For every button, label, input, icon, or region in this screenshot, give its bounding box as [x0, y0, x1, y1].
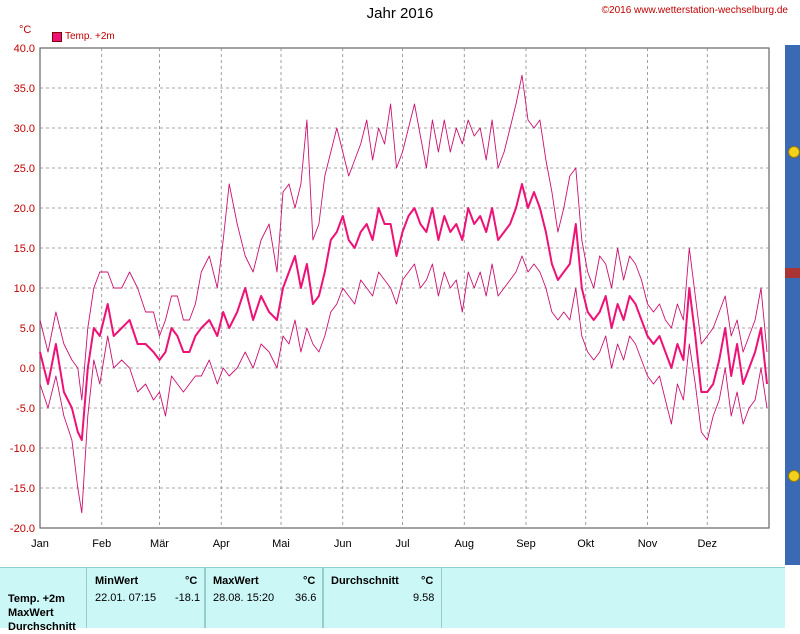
max-column: MaxWert °C 28.08. 15:20 36.6 — [204, 568, 324, 628]
x-tick-label: Aug — [454, 538, 474, 550]
min-unit: °C — [185, 575, 198, 587]
x-tick-label: Dez — [697, 538, 717, 550]
x-tick-labels: Jan Feb Mär Apr Mai Jun Jul Aug Sep Okt Nov Dez — [31, 538, 717, 550]
background-window-icon — [788, 470, 800, 482]
x-tick-label: Jul — [395, 538, 409, 550]
copyright-link[interactable]: ©2016 www.wetterstation-wechselburg.de — [601, 5, 788, 16]
chart-title: Jahr 2016 — [366, 5, 434, 22]
stats-row-labels: Temp. +2m MaxWert Durchschnitt — [8, 592, 76, 634]
y-tick-label: 0.0 — [20, 363, 35, 375]
max-datetime: 28.08. 15:20 — [213, 592, 275, 604]
y-tick-labels: 40.0 35.0 30.0 25.0 20.0 15.0 10.0 5.0 0.0 -5.0 -1… — [10, 43, 35, 535]
x-tick-label: Sep — [516, 538, 536, 550]
row-label-avg: Durchschnitt — [8, 621, 76, 633]
avg-header: Durchschnitt — [331, 575, 399, 587]
y-tick-label: 25.0 — [14, 163, 35, 175]
y-tick-label: 5.0 — [20, 323, 35, 335]
x-tick-label: Apr — [213, 538, 230, 550]
background-window-edge — [785, 45, 800, 565]
series-line-max — [39, 74, 768, 401]
y-tick-label: -5.0 — [16, 403, 35, 415]
y-tick-label: 10.0 — [14, 283, 35, 295]
y-tick-label: -15.0 — [10, 483, 35, 495]
y-tick-label: 15.0 — [14, 243, 35, 255]
series-lines — [39, 74, 768, 514]
x-tick-label: Mai — [272, 538, 290, 550]
max-value: 36.6 — [295, 592, 317, 604]
x-tick-label: Nov — [638, 538, 658, 550]
y-axis-unit: °C — [19, 24, 32, 36]
background-window-icon — [788, 146, 800, 158]
y-tick-label: -20.0 — [10, 523, 35, 535]
max-unit: °C — [303, 575, 316, 587]
row-label-temp: Temp. +2m — [8, 593, 65, 605]
statistics-panel: Temp. +2m MaxWert Durchschnitt MinWert °… — [0, 567, 785, 633]
avg-unit: °C — [421, 575, 434, 587]
temperature-chart: 40.0 35.0 30.0 25.0 20.0 15.0 10.0 5.0 0.0 -5.0 -1… — [10, 43, 770, 550]
y-tick-label: 30.0 — [14, 123, 35, 135]
min-header: MinWert — [95, 575, 139, 587]
min-value: -18.1 — [175, 592, 201, 604]
min-column: MinWert °C 22.01. 07:15 -18.1 — [86, 568, 206, 628]
series-line-mean — [39, 183, 768, 441]
legend-swatch — [52, 31, 62, 42]
row-label-max: MaxWert — [8, 607, 54, 619]
x-tick-label: Okt — [577, 538, 594, 550]
legend: Temp. +2m — [52, 31, 115, 42]
y-tick-label: 40.0 — [14, 43, 35, 55]
avg-column: Durchschnitt °C 9.58 — [322, 568, 442, 628]
min-datetime: 22.01. 07:15 — [95, 592, 157, 604]
x-tick-label: Mär — [150, 538, 169, 550]
background-window-bar — [785, 268, 800, 278]
y-tick-label: 35.0 — [14, 83, 35, 95]
series-line-min — [39, 255, 768, 514]
x-tick-label: Jan — [31, 538, 49, 550]
x-tick-label: Feb — [92, 538, 111, 550]
max-header: MaxWert — [213, 575, 259, 587]
y-tick-label: -10.0 — [10, 443, 35, 455]
legend-label: Temp. +2m — [65, 31, 115, 42]
grid-lines — [40, 48, 769, 528]
y-tick-label: 20.0 — [14, 203, 35, 215]
x-tick-label: Jun — [334, 538, 352, 550]
avg-value: 9.58 — [413, 592, 435, 604]
